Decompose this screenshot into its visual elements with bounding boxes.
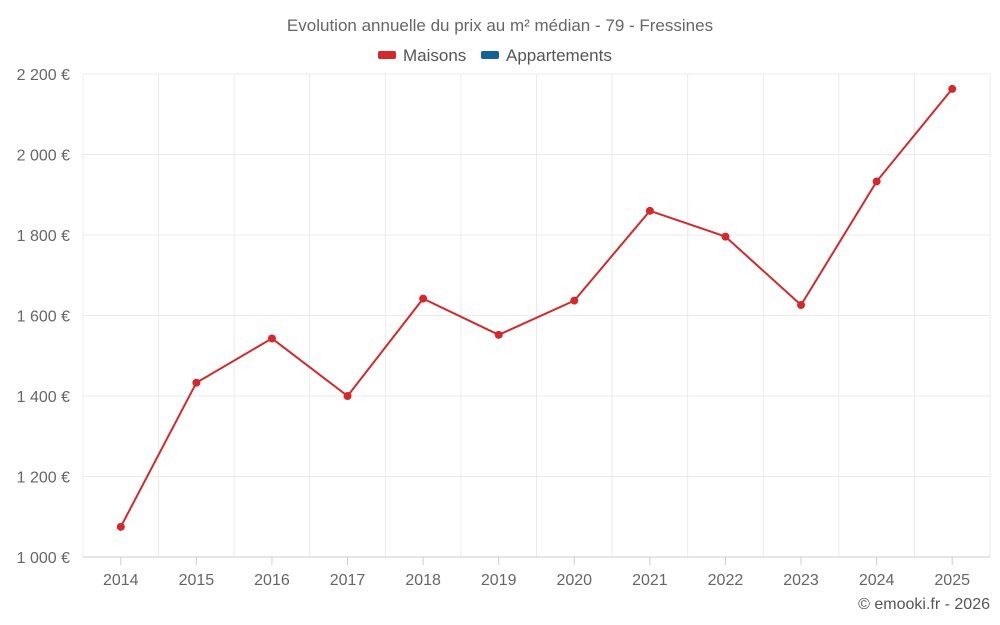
- data-point-2021[interactable]: [645, 206, 654, 215]
- x-tick-label: 2018: [405, 572, 441, 589]
- x-tick-label: 2017: [330, 572, 366, 589]
- data-point-2018[interactable]: [419, 294, 428, 303]
- x-tick-label: 2014: [103, 572, 139, 589]
- y-tick-label: 1 800 €: [17, 228, 70, 245]
- x-tick-label: 2023: [783, 572, 819, 589]
- x-tick-label: 2020: [556, 572, 592, 589]
- data-point-2025[interactable]: [948, 84, 957, 93]
- data-point-2015[interactable]: [192, 378, 201, 387]
- legend-label-appartements: Appartements: [506, 46, 612, 65]
- data-point-2019[interactable]: [494, 330, 503, 339]
- data-point-2024[interactable]: [872, 177, 881, 186]
- legend-swatch-appartements: [481, 51, 499, 59]
- x-tick-label: 2024: [859, 572, 895, 589]
- x-tick-label: 2025: [934, 572, 970, 589]
- y-tick-label: 1 400 €: [17, 389, 70, 406]
- x-axis-ticks: 2014 2015 2016 2017 2018 2019 2020 2021 2022 2023…: [103, 557, 970, 589]
- series-maisons: [116, 84, 957, 531]
- y-tick-label: 2 200 €: [17, 67, 70, 84]
- data-point-2014[interactable]: [116, 522, 125, 531]
- data-point-2023[interactable]: [797, 301, 806, 310]
- legend-item-appartements[interactable]: Appartements: [481, 46, 612, 65]
- x-tick-label: 2019: [481, 572, 517, 589]
- legend-item-maisons[interactable]: Maisons: [378, 46, 466, 65]
- legend-swatch-maisons: [378, 51, 396, 59]
- chart-legend: Maisons Appartements: [378, 46, 612, 65]
- grid-lines: [82, 73, 991, 557]
- y-tick-label: 1 600 €: [17, 309, 70, 326]
- data-point-2020[interactable]: [570, 296, 579, 305]
- x-tick-label: 2016: [254, 572, 290, 589]
- y-axis-ticks: 1 000 € 1 200 € 1 400 € 1 600 € 1 800 € 2 000…: [17, 67, 70, 567]
- legend-label-maisons: Maisons: [403, 46, 466, 65]
- data-point-2022[interactable]: [721, 232, 730, 241]
- y-tick-label: 1 000 €: [17, 550, 70, 567]
- credit-text: © emooki.fr - 2026: [858, 596, 990, 613]
- x-tick-label: 2022: [708, 572, 744, 589]
- data-point-2017[interactable]: [343, 392, 352, 400]
- series-line-maisons: [119, 88, 953, 528]
- chart-title: Evolution annuelle du prix au m² médian …: [287, 16, 713, 35]
- y-tick-label: 1 200 €: [17, 470, 70, 487]
- y-tick-label: 2 000 €: [17, 148, 70, 165]
- x-tick-label: 2021: [632, 572, 668, 589]
- x-tick-label: 2015: [179, 572, 215, 589]
- data-point-2016[interactable]: [267, 334, 276, 343]
